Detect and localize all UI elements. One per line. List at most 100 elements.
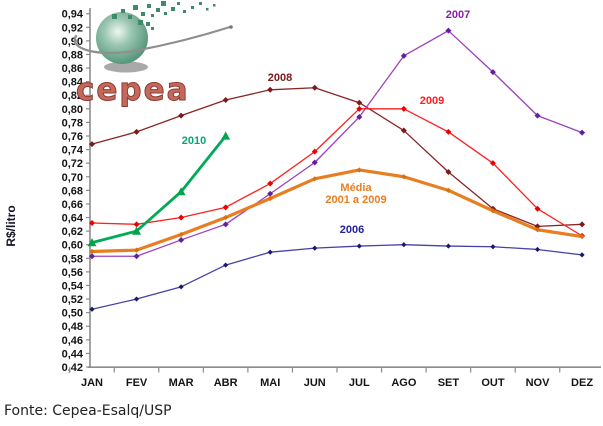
y-axis-title: R$/litro xyxy=(4,205,18,246)
series-marker-m-dia-2001-a-2009 xyxy=(579,233,585,240)
y-tick-label: 0,50 xyxy=(62,308,83,320)
y-tick-label: 0,54 xyxy=(62,280,84,292)
series-marker-2009 xyxy=(311,148,318,155)
series-marker-m-dia-2001-a-2009 xyxy=(223,214,229,221)
x-tick-label: MAR xyxy=(169,377,194,389)
series-marker-2009 xyxy=(267,180,274,187)
y-tick-label: 0,66 xyxy=(62,199,83,211)
series-marker-2009 xyxy=(222,204,229,211)
series-marker-2006 xyxy=(534,246,541,253)
pixel-dots-icon xyxy=(112,1,216,30)
series-marker-2008 xyxy=(445,169,452,176)
y-tick-label: 0,56 xyxy=(62,267,83,279)
series-marker-2007 xyxy=(178,236,185,243)
globe-shadow xyxy=(104,61,148,73)
y-tick-label: 0,62 xyxy=(62,226,83,238)
series-marker-2006 xyxy=(356,243,362,249)
series-marker-2009 xyxy=(445,128,452,135)
series-marker-m-dia-2001-a-2009 xyxy=(401,174,407,180)
series-marker-2009 xyxy=(534,205,541,212)
y-tick-label: 0,88 xyxy=(62,49,83,61)
y-tick-label: 0,42 xyxy=(62,362,83,374)
series-marker-2006 xyxy=(312,245,318,251)
series-marker-m-dia-2001-a-2009 xyxy=(356,167,362,173)
x-tick-label: DEZ xyxy=(571,377,593,389)
series-marker-m-dia-2001-a-2009 xyxy=(445,187,451,193)
x-tick-label: FEV xyxy=(126,377,148,389)
series-marker-2009 xyxy=(400,105,407,112)
x-tick-label: ABR xyxy=(214,377,238,389)
series-marker-2006 xyxy=(267,249,273,255)
series-marker-2006 xyxy=(223,262,229,268)
x-tick-label: NOV xyxy=(526,377,551,389)
series-marker-m-dia-2001-a-2009 xyxy=(490,208,496,214)
series-marker-m-dia-2001-a-2009 xyxy=(267,195,273,202)
series-marker-2006 xyxy=(579,252,585,258)
series-label-2009: 2009 xyxy=(420,95,444,107)
x-tick-label: AGO xyxy=(391,377,417,389)
y-tick-label: 0,80 xyxy=(62,104,83,116)
y-tick-label: 0,52 xyxy=(62,294,83,306)
series-marker-2008 xyxy=(178,112,185,119)
series-marker-m-dia-2001-a-2009 xyxy=(178,231,184,238)
y-tick-label: 0,46 xyxy=(62,335,83,347)
series-marker-2008 xyxy=(222,96,229,103)
series-marker-2007 xyxy=(267,190,274,197)
series-marker-2006 xyxy=(89,306,95,312)
y-tick-label: 0,84 xyxy=(62,77,84,89)
x-tick-label: SET xyxy=(438,377,460,389)
series-marker-2009 xyxy=(178,214,185,221)
series-marker-2006 xyxy=(178,284,184,290)
series-marker-2008 xyxy=(267,86,274,93)
y-tick-label: 0,68 xyxy=(62,185,83,197)
y-tick-label: 0,92 xyxy=(62,22,83,34)
series-marker-m-dia-2001-a-2009 xyxy=(133,247,140,253)
series-marker-2009 xyxy=(489,160,496,167)
y-tick-label: 0,78 xyxy=(62,117,83,129)
source-note: Fonte: Cepea-Esalq/USP xyxy=(4,403,172,419)
series-line-2010 xyxy=(91,135,227,245)
y-tick-label: 0,82 xyxy=(62,90,83,102)
globe-icon xyxy=(96,12,148,64)
y-tick-label: 0,74 xyxy=(62,145,84,157)
series-marker-2010 xyxy=(132,226,142,235)
x-tick-label: OUT xyxy=(481,377,505,389)
series-marker-2007 xyxy=(222,221,229,228)
y-tick-label: 0,94 xyxy=(62,9,84,21)
y-tick-label: 0,48 xyxy=(62,321,83,333)
price-line-chart: 0,940,920,900,880,860,840,820,800,780,76… xyxy=(4,8,601,389)
series-label-2006: 2006 xyxy=(340,224,364,236)
y-tick-label: 0,72 xyxy=(62,158,83,170)
x-tick-label: MAI xyxy=(260,377,280,389)
x-tick-label: JAN xyxy=(81,377,103,389)
logo-text: cepea xyxy=(76,72,190,108)
series-marker-2008 xyxy=(311,84,318,91)
orbit-dot xyxy=(229,25,233,29)
series-marker-2007 xyxy=(400,52,407,59)
series-marker-2007 xyxy=(311,159,318,166)
series-marker-2008 xyxy=(579,221,586,228)
series-label-2007: 2007 xyxy=(446,9,470,21)
series-line-2006 xyxy=(91,244,583,310)
series-marker-2006 xyxy=(401,242,407,248)
series-marker-2007 xyxy=(534,112,541,119)
y-tick-label: 0,86 xyxy=(62,63,83,75)
series-marker-m-dia-2001-a-2009 xyxy=(534,227,541,233)
series-marker-2009 xyxy=(356,105,363,112)
cepea-logo: cepea xyxy=(73,1,233,109)
x-tick-label: JUN xyxy=(304,377,326,389)
orbit-swoosh xyxy=(73,25,232,55)
series-marker-2010 xyxy=(87,238,97,247)
y-tick-label: 0,76 xyxy=(62,131,83,143)
series-label-m-dia-2001-a-2009: Média xyxy=(340,182,372,194)
series-line-m-dia-2001-a-2009 xyxy=(91,168,583,254)
series-marker-2008 xyxy=(89,141,95,148)
y-tick-label: 0,64 xyxy=(62,213,84,225)
series-line-2009 xyxy=(91,108,583,237)
series-marker-2006 xyxy=(445,243,451,249)
series-label-2010: 2010 xyxy=(182,135,206,147)
y-tick-label: 0,58 xyxy=(62,253,83,265)
series-marker-2006 xyxy=(133,296,140,302)
y-tick-label: 0,70 xyxy=(62,172,83,184)
